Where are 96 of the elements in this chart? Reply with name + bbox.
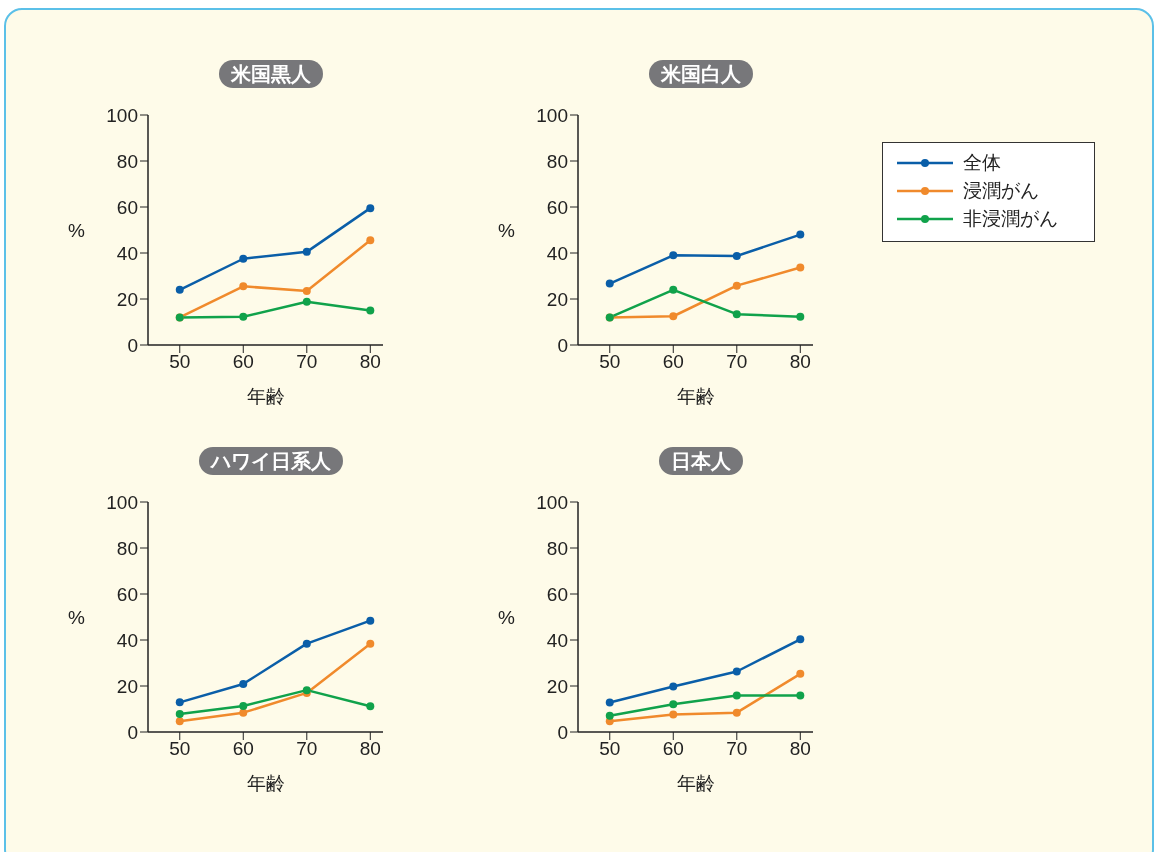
x-tick-label: 50: [599, 738, 621, 760]
y-tick-label: 60: [116, 196, 138, 218]
point: [732, 708, 741, 717]
point: [366, 702, 375, 711]
y-tick-label: 100: [106, 104, 138, 126]
x-axis-title: 年齢: [246, 773, 285, 794]
point: [239, 312, 248, 321]
point: [732, 310, 741, 319]
point: [732, 281, 741, 290]
x-tick-label: 70: [296, 351, 318, 373]
point: [175, 698, 184, 707]
y-tick-label: 20: [546, 675, 568, 697]
point: [796, 691, 805, 700]
y-axis-title: %: [498, 219, 515, 241]
y-tick-label: 40: [546, 629, 568, 651]
point: [366, 306, 375, 315]
point: [366, 639, 375, 648]
x-tick-label: 80: [789, 738, 811, 760]
y-axis-title: %: [68, 606, 85, 628]
x-tick-label: 70: [296, 738, 318, 760]
y-axis-title: %: [498, 606, 515, 628]
x-tick-label: 60: [662, 351, 684, 373]
y-tick-label: 80: [116, 150, 138, 172]
point: [796, 230, 805, 239]
point: [239, 708, 248, 717]
x-tick-label: 70: [726, 738, 748, 760]
y-tick-label: 0: [127, 721, 138, 743]
point: [669, 251, 678, 260]
y-tick-label: 20: [546, 288, 568, 310]
y-tick-label: 60: [546, 196, 568, 218]
point: [669, 285, 678, 294]
y-tick-label: 20: [116, 288, 138, 310]
y-tick-label: 80: [546, 150, 568, 172]
point: [732, 667, 741, 676]
y-tick-label: 20: [116, 675, 138, 697]
point: [605, 711, 614, 720]
point: [366, 236, 375, 245]
point: [239, 702, 248, 711]
x-tick-label: 80: [359, 351, 381, 373]
y-tick-label: 60: [546, 583, 568, 605]
point: [605, 698, 614, 707]
chart-title: 日本人: [658, 447, 743, 475]
chart-title: 米国黒人: [218, 60, 323, 88]
y-tick-label: 40: [116, 629, 138, 651]
point: [732, 251, 741, 260]
point: [175, 717, 184, 726]
x-tick-label: 70: [726, 351, 748, 373]
point: [175, 710, 184, 719]
y-tick-label: 100: [536, 104, 568, 126]
y-tick-label: 60: [116, 583, 138, 605]
point: [366, 204, 375, 213]
point: [239, 282, 248, 291]
chart-title: 米国白人: [648, 60, 753, 88]
y-tick-label: 0: [557, 721, 568, 743]
point: [302, 639, 311, 648]
point: [302, 286, 311, 295]
y-tick-label: 80: [546, 537, 568, 559]
x-axis-title: 年齢: [676, 386, 715, 407]
legend-label: 全体: [963, 151, 1001, 175]
legend-label: 浸潤がん: [963, 179, 1039, 203]
x-tick-label: 80: [789, 351, 811, 373]
y-axis-title: %: [68, 219, 85, 241]
x-tick-label: 80: [359, 738, 381, 760]
chart-title: ハワイ日系人: [198, 447, 343, 475]
x-tick-label: 50: [169, 351, 191, 373]
legend-label: 非浸潤がん: [963, 207, 1058, 231]
y-tick-label: 40: [546, 242, 568, 264]
y-tick-label: 80: [116, 537, 138, 559]
point: [239, 679, 248, 688]
point: [796, 669, 805, 678]
y-tick-label: 100: [106, 491, 138, 513]
point: [239, 254, 248, 263]
point: [796, 312, 805, 321]
y-tick-label: 100: [536, 491, 568, 513]
x-tick-label: 60: [232, 738, 254, 760]
x-axis-title: 年齢: [246, 386, 285, 407]
x-tick-label: 50: [169, 738, 191, 760]
x-tick-label: 60: [662, 738, 684, 760]
point: [366, 616, 375, 625]
point: [669, 710, 678, 719]
point: [175, 285, 184, 294]
x-tick-label: 60: [232, 351, 254, 373]
y-tick-label: 0: [127, 334, 138, 356]
point: [796, 635, 805, 644]
point: [732, 691, 741, 700]
x-axis-title: 年齢: [676, 773, 715, 794]
y-tick-label: 40: [116, 242, 138, 264]
point: [669, 682, 678, 691]
x-tick-label: 50: [599, 351, 621, 373]
point: [669, 700, 678, 709]
point: [796, 263, 805, 272]
point: [302, 297, 311, 306]
point: [669, 312, 678, 321]
y-tick-label: 0: [557, 334, 568, 356]
point: [605, 279, 614, 288]
point: [302, 247, 311, 256]
